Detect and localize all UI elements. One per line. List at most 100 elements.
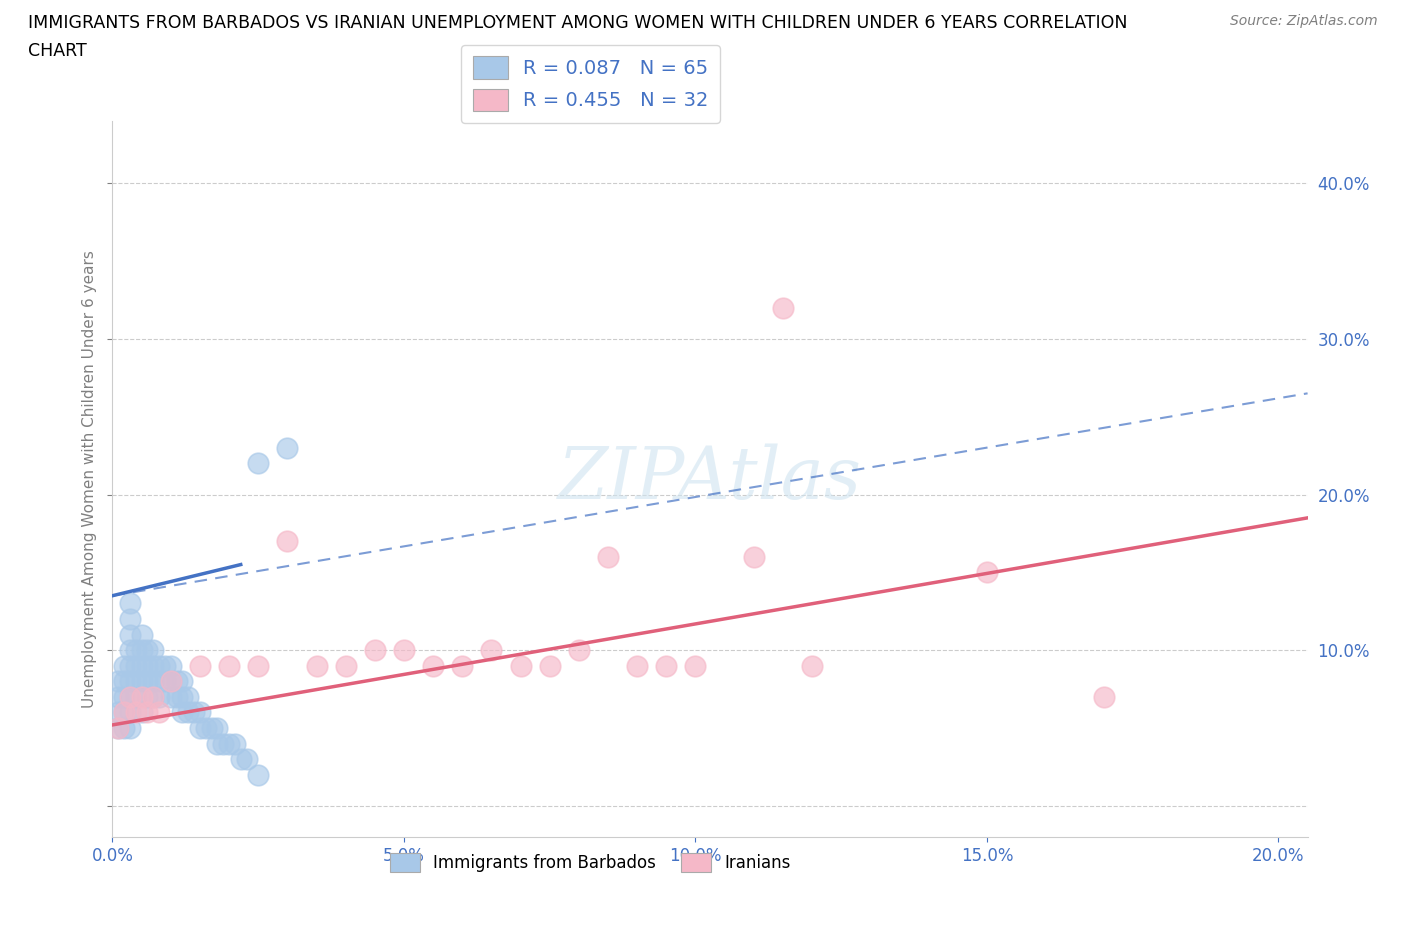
Point (392, 643, 415, 658)
Point (136, 658, 159, 673)
Point (218, 737, 240, 751)
Point (596, 550, 619, 565)
Point (194, 721, 217, 736)
Point (148, 674, 170, 689)
Point (229, 751, 252, 766)
Point (976, 565, 998, 579)
Point (207, 737, 229, 751)
Point (136, 689, 159, 704)
Point (159, 658, 181, 673)
Point (159, 674, 181, 689)
Point (125, 643, 148, 658)
Point (568, 643, 591, 658)
Point (131, 689, 153, 704)
Text: IMMIGRANTS FROM BARBADOS VS IRANIAN UNEMPLOYMENT AMONG WOMEN WITH CHILDREN UNDER: IMMIGRANTS FROM BARBADOS VS IRANIAN UNEM… (28, 14, 1128, 32)
Point (112, 705, 135, 720)
Point (118, 689, 141, 704)
Point (131, 643, 153, 658)
Point (177, 689, 200, 704)
Point (166, 674, 188, 689)
Text: CHART: CHART (28, 42, 87, 60)
Point (200, 721, 222, 736)
Point (112, 705, 135, 720)
Point (207, 721, 229, 736)
Point (183, 705, 205, 720)
Point (212, 737, 235, 751)
Point (107, 721, 129, 736)
Text: Source: ZipAtlas.com: Source: ZipAtlas.com (1230, 14, 1378, 28)
Point (422, 658, 444, 673)
Point (118, 627, 141, 642)
Point (142, 658, 165, 673)
Point (276, 441, 298, 456)
Point (655, 658, 678, 673)
Point (188, 705, 211, 720)
Point (305, 658, 328, 673)
Point (481, 643, 503, 658)
Point (107, 721, 129, 736)
Point (112, 721, 135, 736)
Point (142, 689, 165, 704)
Point (107, 689, 129, 704)
Point (742, 550, 765, 565)
Point (131, 658, 153, 673)
Point (335, 658, 357, 673)
Point (153, 674, 176, 689)
Point (685, 658, 707, 673)
Point (1092, 689, 1115, 704)
Point (107, 705, 129, 720)
Point (153, 658, 176, 673)
Point (172, 689, 194, 704)
Point (276, 534, 298, 549)
Point (224, 737, 246, 751)
Point (218, 658, 240, 673)
Legend: Immigrants from Barbados, Iranians: Immigrants from Barbados, Iranians (384, 846, 797, 879)
Point (626, 658, 648, 673)
Point (136, 674, 159, 689)
Point (172, 705, 194, 720)
Point (188, 658, 211, 673)
Point (235, 751, 257, 766)
Point (142, 674, 165, 689)
Point (142, 643, 165, 658)
Point (112, 674, 135, 689)
Point (451, 658, 474, 673)
Point (125, 658, 148, 673)
Point (131, 674, 153, 689)
Point (118, 721, 141, 736)
Point (148, 658, 170, 673)
Point (125, 674, 148, 689)
Y-axis label: Unemployment Among Women with Children Under 6 years: Unemployment Among Women with Children U… (82, 250, 97, 708)
Point (364, 643, 387, 658)
Point (131, 705, 153, 720)
Point (125, 689, 148, 704)
Point (166, 689, 188, 704)
Point (148, 689, 170, 704)
Point (247, 456, 270, 471)
Point (188, 721, 211, 736)
Point (247, 658, 270, 673)
Point (112, 689, 135, 704)
Point (107, 674, 129, 689)
Point (247, 767, 270, 782)
Point (112, 658, 135, 673)
Point (131, 627, 153, 642)
Point (136, 643, 159, 658)
Point (172, 674, 194, 689)
Point (148, 705, 170, 720)
Point (118, 596, 141, 611)
Point (142, 689, 165, 704)
Point (509, 658, 531, 673)
Point (118, 689, 141, 704)
Point (772, 300, 794, 315)
Point (159, 689, 181, 704)
Point (118, 643, 141, 658)
Point (538, 658, 561, 673)
Point (118, 705, 141, 720)
Text: ZIPAtlas: ZIPAtlas (558, 444, 862, 514)
Point (136, 705, 159, 720)
Point (177, 705, 200, 720)
Point (118, 658, 141, 673)
Point (118, 612, 141, 627)
Point (159, 674, 181, 689)
